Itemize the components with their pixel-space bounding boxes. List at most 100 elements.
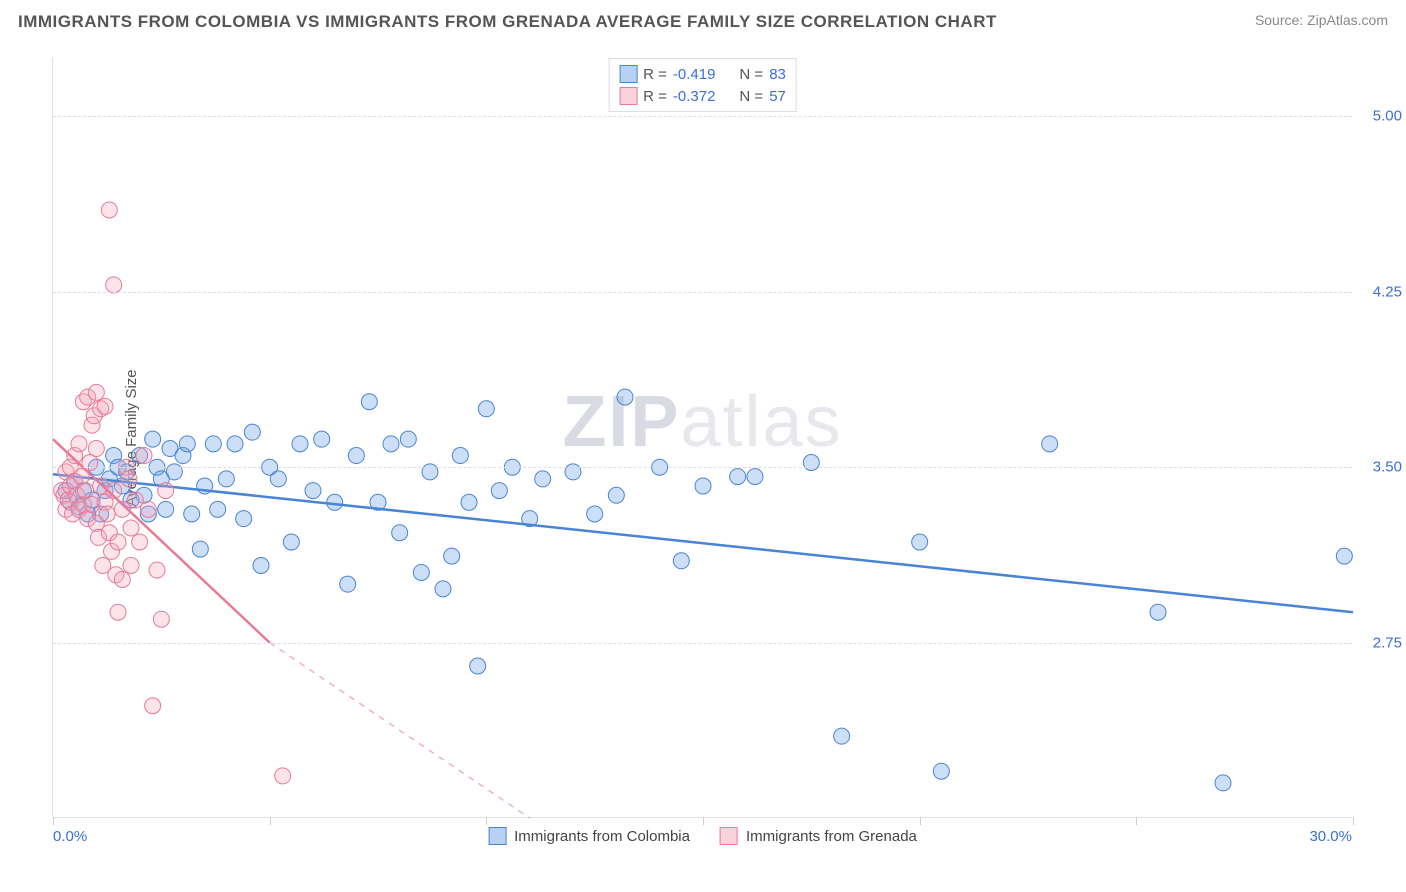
x-tick <box>1136 817 1137 825</box>
data-point <box>227 436 243 452</box>
data-point <box>747 469 763 485</box>
data-point <box>361 394 377 410</box>
data-point <box>933 763 949 779</box>
data-point <box>1336 548 1352 564</box>
data-point <box>114 571 130 587</box>
data-point <box>158 483 174 499</box>
data-point <box>205 436 221 452</box>
data-point <box>478 401 494 417</box>
y-tick-label: 5.00 <box>1373 108 1402 125</box>
data-point <box>179 436 195 452</box>
gridline <box>53 116 1352 117</box>
x-tick <box>703 817 704 825</box>
data-point <box>149 562 165 578</box>
data-point <box>253 557 269 573</box>
legend-swatch <box>488 827 506 845</box>
x-tick <box>1353 817 1354 825</box>
data-point <box>461 494 477 510</box>
data-point <box>153 611 169 627</box>
data-point <box>136 448 152 464</box>
correlation-legend: R = -0.419 N = 83 R = -0.372 N = 57 <box>608 58 797 112</box>
data-point <box>145 431 161 447</box>
scatter-plot <box>53 58 1352 817</box>
gridline <box>53 643 1352 644</box>
data-point <box>470 658 486 674</box>
data-point <box>673 553 689 569</box>
data-point <box>1042 436 1058 452</box>
series-legend: Immigrants from Colombia Immigrants from … <box>488 827 917 845</box>
data-point <box>158 501 174 517</box>
data-point <box>912 534 928 550</box>
y-tick-label: 3.50 <box>1373 459 1402 476</box>
data-point <box>535 471 551 487</box>
chart-area: Average Family Size ZIPatlas R = -0.419N… <box>52 58 1352 818</box>
data-point <box>340 576 356 592</box>
trend-line-dashed <box>270 643 530 818</box>
data-point <box>110 604 126 620</box>
data-point <box>834 728 850 744</box>
data-point <box>123 520 139 536</box>
source-label: Source: ZipAtlas.com <box>1255 12 1388 28</box>
data-point <box>210 501 226 517</box>
data-point <box>400 431 416 447</box>
r-value: -0.372 <box>673 88 716 105</box>
data-point <box>184 506 200 522</box>
data-point <box>101 202 117 218</box>
r-label: R = <box>643 88 667 105</box>
data-point <box>452 448 468 464</box>
data-point <box>305 483 321 499</box>
data-point <box>218 471 234 487</box>
data-point <box>270 471 286 487</box>
data-point <box>314 431 330 447</box>
data-point <box>106 277 122 293</box>
data-point <box>608 487 624 503</box>
data-point <box>392 525 408 541</box>
x-tick <box>270 817 271 825</box>
data-point <box>587 506 603 522</box>
data-point <box>283 534 299 550</box>
x-tick <box>486 817 487 825</box>
legend-label: Immigrants from Grenada <box>746 828 917 845</box>
data-point <box>145 698 161 714</box>
y-tick-label: 4.25 <box>1373 283 1402 300</box>
data-point <box>71 436 87 452</box>
data-point <box>491 483 507 499</box>
legend-swatch <box>619 87 637 105</box>
data-point <box>730 469 746 485</box>
data-point <box>413 564 429 580</box>
data-point <box>617 389 633 405</box>
data-point <box>99 506 115 522</box>
legend-swatch <box>619 65 637 83</box>
legend-label: Immigrants from Colombia <box>514 828 690 845</box>
trend-line <box>53 474 1353 612</box>
data-point <box>110 534 126 550</box>
gridline <box>53 292 1352 293</box>
data-point <box>88 384 104 400</box>
x-tick <box>920 817 921 825</box>
data-point <box>192 541 208 557</box>
r-value: -0.419 <box>673 66 716 83</box>
data-point <box>695 478 711 494</box>
chart-title: IMMIGRANTS FROM COLOMBIA VS IMMIGRANTS F… <box>18 12 997 32</box>
data-point <box>444 548 460 564</box>
legend-item: Immigrants from Colombia <box>488 827 690 845</box>
n-value: 57 <box>769 88 786 105</box>
data-point <box>236 511 252 527</box>
data-point <box>97 398 113 414</box>
legend-item: Immigrants from Grenada <box>720 827 917 845</box>
data-point <box>1150 604 1166 620</box>
data-point <box>435 581 451 597</box>
n-label: N = <box>739 66 763 83</box>
legend-stat-row: R = -0.419N = 83 <box>619 63 786 85</box>
data-point <box>1215 775 1231 791</box>
n-value: 83 <box>769 66 786 83</box>
data-point <box>88 441 104 457</box>
y-tick-label: 2.75 <box>1373 634 1402 651</box>
data-point <box>121 471 137 487</box>
data-point <box>123 557 139 573</box>
legend-stat-row: R = -0.372 N = 57 <box>619 85 786 107</box>
x-tick <box>53 817 54 825</box>
x-max-label: 30.0% <box>1309 828 1352 845</box>
gridline <box>53 467 1352 468</box>
n-label: N = <box>739 88 763 105</box>
